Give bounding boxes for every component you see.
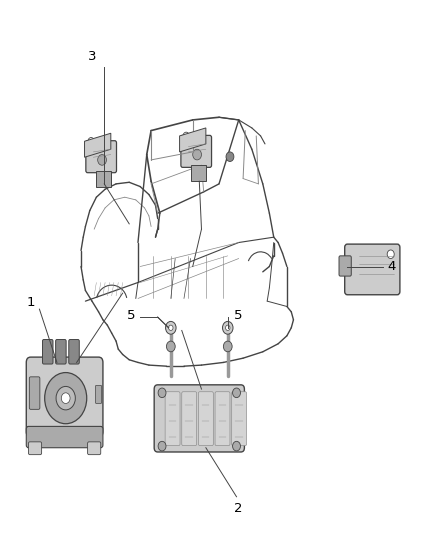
Polygon shape [96, 171, 111, 187]
FancyBboxPatch shape [26, 357, 103, 437]
Circle shape [233, 441, 240, 451]
Circle shape [45, 373, 87, 424]
FancyBboxPatch shape [86, 141, 117, 173]
FancyBboxPatch shape [345, 244, 400, 295]
FancyBboxPatch shape [165, 392, 180, 446]
Circle shape [223, 321, 233, 334]
FancyBboxPatch shape [182, 392, 197, 446]
Circle shape [169, 325, 173, 330]
Circle shape [226, 152, 234, 161]
Text: 5: 5 [127, 309, 136, 322]
Circle shape [101, 138, 107, 145]
FancyBboxPatch shape [69, 340, 79, 364]
FancyBboxPatch shape [181, 135, 212, 167]
Circle shape [193, 149, 201, 160]
Circle shape [88, 138, 94, 145]
Circle shape [183, 132, 189, 140]
Text: 4: 4 [388, 260, 396, 273]
FancyBboxPatch shape [42, 340, 53, 364]
Circle shape [98, 155, 106, 165]
FancyBboxPatch shape [154, 385, 244, 452]
Circle shape [387, 250, 394, 259]
Circle shape [166, 341, 175, 352]
Text: 3: 3 [88, 50, 96, 63]
Circle shape [56, 386, 75, 410]
Circle shape [166, 321, 176, 334]
Circle shape [158, 388, 166, 398]
Circle shape [61, 393, 70, 403]
Polygon shape [191, 165, 206, 181]
FancyBboxPatch shape [29, 377, 40, 409]
FancyBboxPatch shape [339, 256, 351, 276]
FancyBboxPatch shape [215, 392, 230, 446]
Circle shape [223, 341, 232, 352]
Circle shape [233, 388, 240, 398]
Polygon shape [180, 128, 206, 152]
FancyBboxPatch shape [88, 442, 101, 455]
Text: 5: 5 [234, 309, 243, 322]
FancyBboxPatch shape [26, 426, 103, 448]
Polygon shape [85, 133, 111, 157]
Text: 1: 1 [26, 296, 35, 309]
Circle shape [226, 325, 230, 330]
Text: 2: 2 [234, 502, 243, 515]
Circle shape [196, 132, 202, 140]
Circle shape [158, 441, 166, 451]
FancyBboxPatch shape [28, 442, 42, 455]
FancyBboxPatch shape [95, 385, 102, 403]
FancyBboxPatch shape [56, 340, 66, 364]
FancyBboxPatch shape [232, 392, 247, 446]
FancyBboxPatch shape [198, 392, 213, 446]
